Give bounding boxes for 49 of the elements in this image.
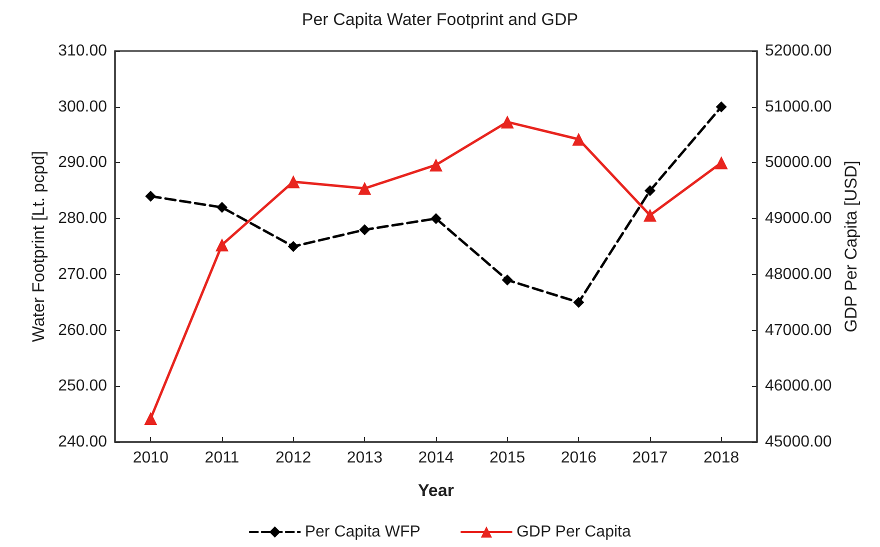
- x-tick-label: 2013: [346, 450, 383, 466]
- x-tick-label: 2012: [276, 450, 312, 466]
- x-tick-label: 2016: [560, 450, 597, 466]
- y2-tick-label: 51000.00: [765, 98, 832, 116]
- x-tick-label: 2011: [204, 450, 240, 466]
- point: [145, 190, 156, 202]
- y2-tick-label: 48000.00: [765, 266, 832, 283]
- point: [572, 132, 586, 146]
- y-tick-label: 300.00: [58, 98, 108, 116]
- x-tick-label: 2015: [490, 450, 526, 466]
- point: [359, 224, 370, 236]
- point: [288, 241, 299, 252]
- point: [144, 412, 158, 426]
- point: [500, 115, 514, 128]
- x-axis-title: Year: [418, 481, 454, 500]
- legend-label: Per Capita WFP: [304, 524, 420, 540]
- point: [216, 202, 228, 213]
- y2-tick-label: 47000.00: [765, 322, 832, 339]
- y2-tick-label: 46000.00: [765, 378, 832, 395]
- point: [358, 182, 372, 195]
- y-tick-label: 240.00: [58, 434, 108, 450]
- x-tick-label: 2010: [132, 450, 169, 466]
- y-tick-label: 310.00: [58, 42, 108, 60]
- x-tick-label: 2017: [632, 450, 668, 466]
- x-tick-label: 2018: [704, 450, 740, 466]
- y-tick-label: 260.00: [58, 322, 108, 339]
- point: [216, 238, 228, 252]
- point: [430, 158, 442, 172]
- y-tick-label: 290.00: [58, 154, 108, 172]
- y-tick-label: 280.00: [58, 210, 108, 228]
- point: [430, 213, 442, 224]
- y-axis-title: Water Footprint [Lt. pcpd]: [29, 150, 48, 342]
- point: [286, 175, 300, 188]
- chart-title: Per Capita Water Footprint and GDP: [302, 10, 578, 29]
- y2-axis-title: GDP Per Capita [USD]: [842, 160, 861, 332]
- point: [573, 296, 584, 308]
- y2-tick-label: 50000.00: [765, 154, 832, 172]
- y2-tick-label: 45000.00: [765, 434, 832, 450]
- point: [644, 208, 656, 222]
- y2-tick-label: 49000.00: [765, 210, 832, 228]
- point: [714, 156, 728, 170]
- x-tick-label: 2014: [418, 450, 454, 466]
- y-tick-label: 250.00: [58, 378, 108, 395]
- legend-label: GDP Per Capita: [516, 524, 631, 540]
- y2-tick-label: 52000.00: [765, 42, 832, 60]
- point: [644, 185, 656, 196]
- y-tick-label: 270.00: [58, 266, 108, 283]
- point: [716, 101, 727, 112]
- point: [502, 274, 513, 286]
